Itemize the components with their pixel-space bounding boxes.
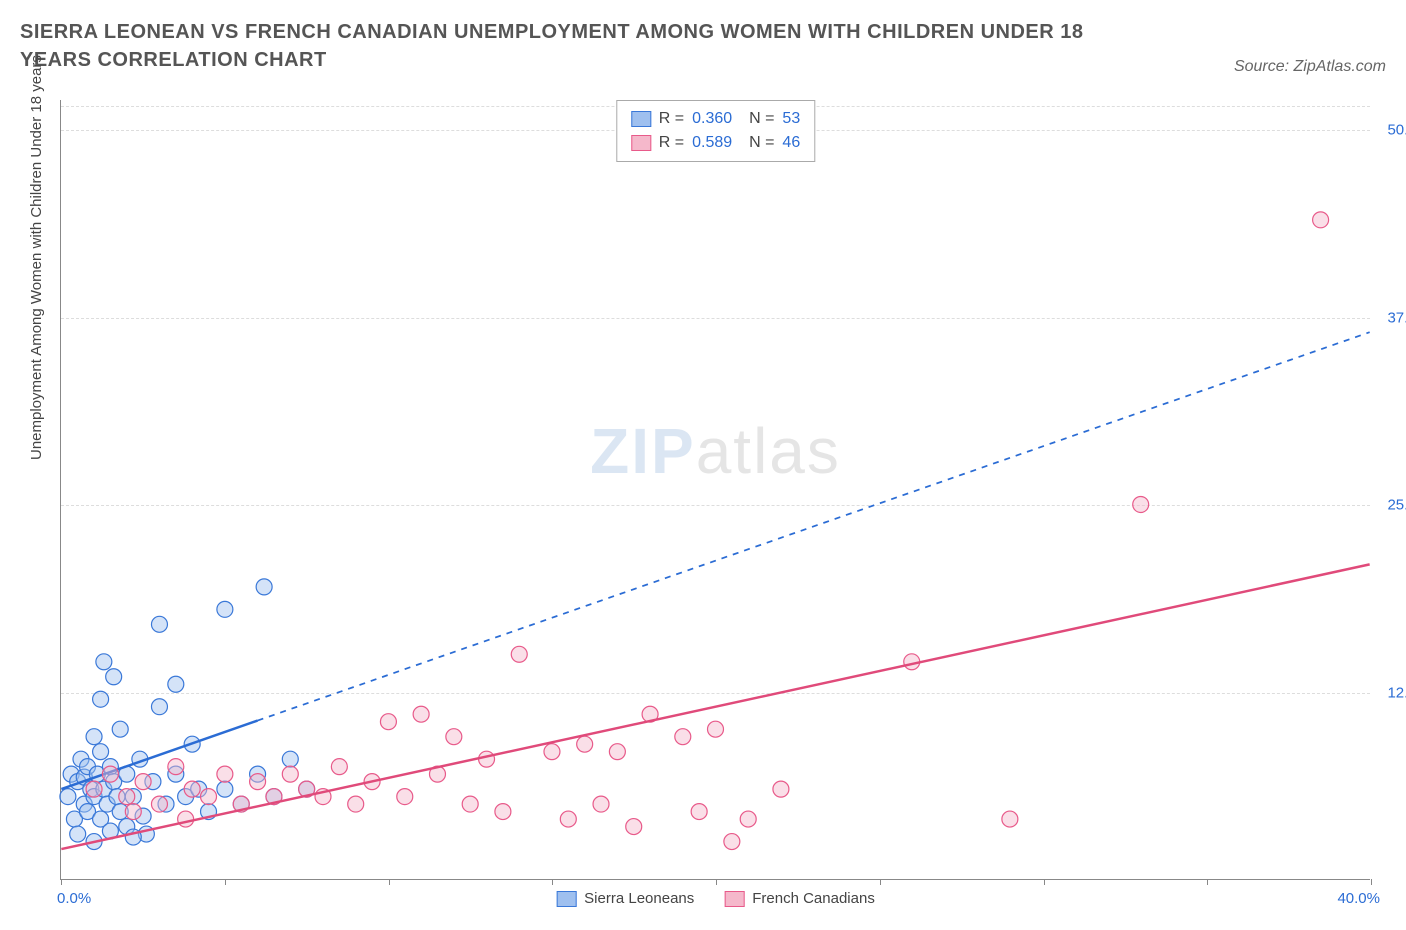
data-point (1133, 496, 1149, 512)
data-point (740, 811, 756, 827)
x-tick (1044, 879, 1045, 885)
data-point (708, 721, 724, 737)
legend-item-1: Sierra Leoneans (556, 890, 694, 907)
x-tick (61, 879, 62, 885)
data-point (724, 834, 740, 850)
data-point (446, 729, 462, 745)
header-row: SIERRA LEONEAN VS FRENCH CANADIAN UNEMPL… (20, 18, 1386, 76)
y-axis-label: Unemployment Among Women with Children U… (28, 55, 45, 460)
y-tick-label: 50.0% (1375, 122, 1406, 139)
y-tick-label: 25.0% (1375, 497, 1406, 514)
swatch-icon (724, 891, 744, 907)
data-point (217, 766, 233, 782)
correlation-legend: R = 0.360 N = 53 R = 0.589 N = 46 (616, 100, 815, 162)
data-point (626, 819, 642, 835)
swatch-series2 (631, 135, 651, 151)
data-point (168, 759, 184, 775)
x-tick (1371, 879, 1372, 885)
scatter-svg (61, 100, 1370, 879)
data-point (348, 796, 364, 812)
data-point (151, 616, 167, 632)
trend-line-dashed (258, 332, 1370, 720)
x-tick (552, 879, 553, 885)
x-tick (716, 879, 717, 885)
data-point (184, 781, 200, 797)
data-point (609, 744, 625, 760)
source-label: Source: ZipAtlas.com (1234, 58, 1386, 76)
data-point (773, 781, 789, 797)
data-point (691, 804, 707, 820)
data-point (413, 706, 429, 722)
data-point (135, 774, 151, 790)
y-tick-label: 12.5% (1375, 684, 1406, 701)
data-point (250, 774, 266, 790)
plot-area: ZIPatlas R = 0.360 N = 53 R = 0.589 N = … (60, 100, 1370, 880)
data-point (1313, 212, 1329, 228)
data-point (102, 766, 118, 782)
data-point (1002, 811, 1018, 827)
x-axis-min-label: 0.0% (57, 890, 91, 907)
data-point (151, 699, 167, 715)
legend-row-series2: R = 0.589 N = 46 (631, 131, 800, 155)
data-point (217, 781, 233, 797)
chart-container: SIERRA LEONEAN VS FRENCH CANADIAN UNEMPL… (0, 0, 1406, 930)
series-legend: Sierra Leoneans French Canadians (556, 890, 875, 907)
data-point (93, 744, 109, 760)
data-point (201, 789, 217, 805)
data-point (93, 691, 109, 707)
data-point (256, 579, 272, 595)
data-point (60, 789, 76, 805)
x-tick (1207, 879, 1208, 885)
data-point (593, 796, 609, 812)
data-point (70, 826, 86, 842)
swatch-icon (556, 891, 576, 907)
data-point (577, 736, 593, 752)
legend-row-series1: R = 0.360 N = 53 (631, 107, 800, 131)
x-axis-max-label: 40.0% (1337, 890, 1380, 907)
data-point (380, 714, 396, 730)
data-point (178, 811, 194, 827)
data-point (106, 669, 122, 685)
data-point (544, 744, 560, 760)
data-point (119, 789, 135, 805)
x-tick (389, 879, 390, 885)
x-tick (225, 879, 226, 885)
trend-line (61, 564, 1369, 849)
data-point (86, 729, 102, 745)
data-point (282, 766, 298, 782)
data-point (96, 654, 112, 670)
legend-item-2: French Canadians (724, 890, 875, 907)
data-point (495, 804, 511, 820)
chart-title: SIERRA LEONEAN VS FRENCH CANADIAN UNEMPL… (20, 18, 1120, 74)
data-point (479, 751, 495, 767)
data-point (217, 601, 233, 617)
data-point (462, 796, 478, 812)
data-point (511, 646, 527, 662)
x-tick (880, 879, 881, 885)
data-point (560, 811, 576, 827)
data-point (168, 676, 184, 692)
y-tick-label: 37.5% (1375, 309, 1406, 326)
data-point (112, 721, 128, 737)
data-point (282, 751, 298, 767)
data-point (125, 804, 141, 820)
data-point (151, 796, 167, 812)
data-point (331, 759, 347, 775)
swatch-series1 (631, 111, 651, 127)
data-point (397, 789, 413, 805)
data-point (675, 729, 691, 745)
data-point (86, 781, 102, 797)
